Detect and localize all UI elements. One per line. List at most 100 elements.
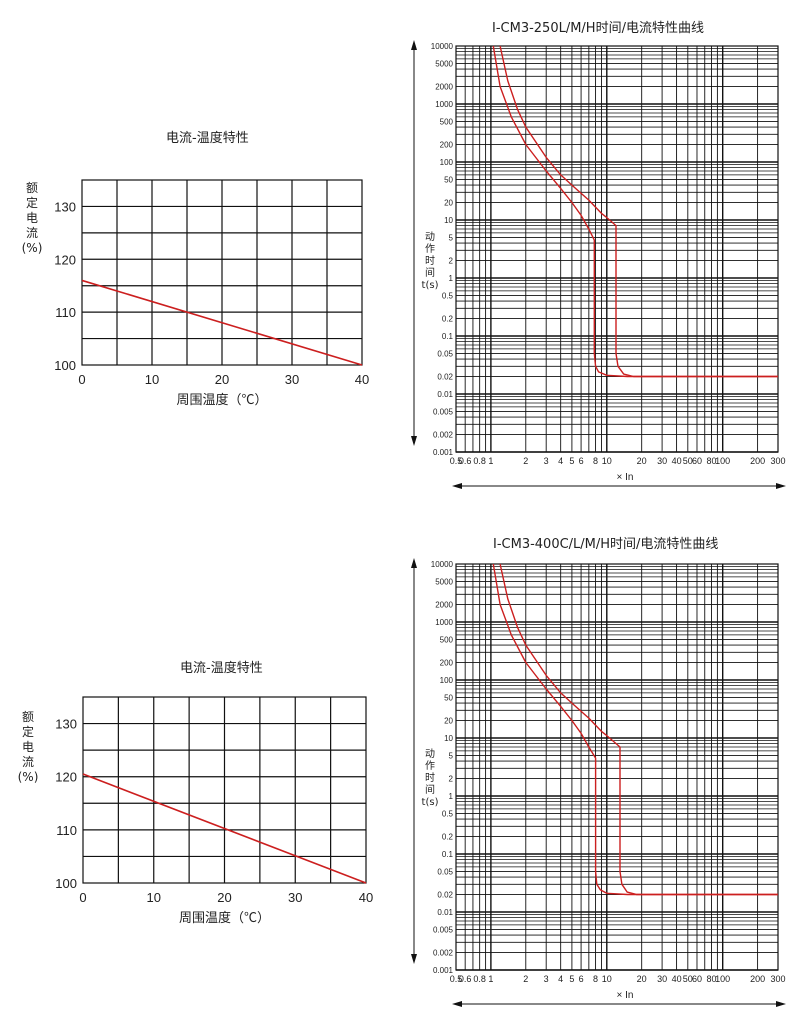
y-tick-label: 0.01	[437, 390, 453, 399]
y-tick-label: 0.05	[437, 349, 453, 358]
arrow-head-icon	[411, 558, 417, 568]
temp-chart-2-title: 电流-温度特性	[180, 661, 263, 676]
ylabel-char: 动	[425, 232, 435, 243]
y-tick-label: 5	[449, 233, 454, 242]
time-chart-2-title: I-CM3-400C/L/M/H时间/电流特性曲线	[493, 537, 719, 552]
ylabel-char: 额	[25, 181, 38, 195]
y-tick-label: 130	[54, 199, 76, 214]
ylabel-char: 作	[425, 244, 435, 255]
y-tick-label: 110	[55, 305, 76, 320]
plot-frame	[455, 563, 779, 971]
y-tick-label: 2	[449, 775, 454, 784]
x-tick-label: 10	[145, 372, 159, 387]
x-tick-label: 60	[692, 974, 702, 984]
y-tick-label: 100	[54, 358, 76, 373]
y-tick-label: 200	[440, 141, 454, 150]
ylabel-char: 流	[21, 755, 34, 769]
ylabel-char: 间	[425, 785, 435, 796]
y-tick-label: 2000	[435, 83, 453, 92]
y-tick-label: 200	[440, 659, 454, 668]
x-tick-label: 2	[523, 456, 528, 466]
y-tick-label: 0.05	[437, 867, 453, 876]
x-tick-label: 100	[715, 456, 730, 466]
x-tick-label: 8	[593, 456, 598, 466]
x-tick-label: 0.6	[459, 974, 472, 984]
ylabel-char: 额	[21, 710, 34, 724]
x-axis-label: 周围温度（℃）	[179, 910, 270, 925]
arrow-head-icon	[411, 954, 417, 964]
y-tick-label: 1000	[435, 618, 453, 627]
x-tick-label: 100	[715, 974, 730, 984]
ylabel-char: 定	[21, 725, 34, 739]
x-tick-label: 0	[78, 372, 85, 387]
ylabel-char: 时	[425, 773, 435, 784]
x-tick-label: 3	[544, 456, 549, 466]
x-tick-label: 50	[683, 974, 693, 984]
y-tick-label: 120	[54, 252, 76, 267]
time-chart-2-ylabel: 动 作 时 间 t(s)	[418, 749, 442, 809]
x-tick-label: 30	[285, 372, 299, 387]
series-line	[81, 279, 363, 366]
x-tick-label: 0.8	[473, 456, 486, 466]
x-tick-label: 20	[215, 372, 229, 387]
x-tick-label: 60	[692, 456, 702, 466]
x-tick-label: 300	[770, 974, 785, 984]
y-tick-label: 100	[440, 158, 454, 167]
ylabel-char: 电	[21, 740, 34, 754]
temp-chart-1-ylabel: 额 定 电 流 (%)	[18, 181, 46, 256]
x-tick-label: 5	[569, 974, 574, 984]
x-tick-label: 6	[579, 456, 584, 466]
x-tick-label: 200	[750, 456, 765, 466]
x-tick-label: 5	[569, 456, 574, 466]
y-tick-label: 0.1	[442, 332, 454, 341]
y-tick-label: 0.2	[442, 315, 454, 324]
y-tick-label: 10000	[431, 560, 454, 569]
time-chart-1-ylabel: 动 作 时 间 t(s)	[418, 232, 442, 292]
x-axis-label: × In	[617, 990, 634, 1001]
trip-curve	[499, 563, 778, 896]
x-tick-label: 40	[672, 456, 682, 466]
x-tick-label: 80	[706, 456, 716, 466]
ylabel-char: 定	[25, 196, 38, 210]
x-tick-label: 0.5	[450, 456, 463, 466]
y-tick-label: 0.001	[433, 448, 454, 457]
arrow-head-icon	[411, 436, 417, 446]
y-tick-label: 0.002	[433, 949, 454, 958]
x-tick-label: 200	[750, 974, 765, 984]
y-tick-label: 0.005	[433, 407, 454, 416]
y-tick-label: 500	[440, 117, 454, 126]
ylabel-char: t(s)	[421, 280, 439, 291]
x-tick-label: 0.5	[450, 974, 463, 984]
y-tick-label: 0.01	[437, 908, 453, 917]
arrow-head-icon	[776, 483, 786, 489]
ylabel-char: (%)	[21, 241, 43, 255]
x-tick-label: 20	[217, 890, 231, 905]
x-tick-label: 0	[79, 890, 86, 905]
trip-curve	[499, 45, 778, 378]
y-tick-label: 0.002	[433, 431, 454, 440]
x-axis-label: 周围温度（℃）	[176, 392, 267, 407]
ylabel-char: (%)	[17, 770, 39, 784]
x-tick-label: 4	[558, 456, 563, 466]
x-tick-label: 8	[593, 974, 598, 984]
y-tick-label: 1	[449, 792, 454, 801]
temp-chart-2-ylabel: 额 定 电 流 (%)	[14, 710, 42, 785]
ylabel-char: 流	[25, 226, 38, 240]
x-tick-label: 10	[602, 456, 612, 466]
ylabel-char: 电	[25, 211, 38, 225]
y-tick-label: 110	[56, 823, 77, 838]
y-tick-label: 5	[449, 751, 454, 760]
y-tick-label: 10	[444, 216, 453, 225]
y-tick-label: 0.5	[442, 291, 454, 300]
x-tick-label: 80	[706, 974, 716, 984]
ylabel-char: 动	[425, 749, 435, 760]
series-line	[82, 773, 367, 884]
x-tick-label: 1	[488, 456, 493, 466]
y-tick-label: 1000	[435, 100, 453, 109]
y-tick-label: 0.02	[437, 891, 453, 900]
y-tick-label: 0.001	[433, 966, 454, 975]
y-tick-label: 5000	[435, 577, 453, 586]
y-tick-label: 0.5	[442, 809, 454, 818]
